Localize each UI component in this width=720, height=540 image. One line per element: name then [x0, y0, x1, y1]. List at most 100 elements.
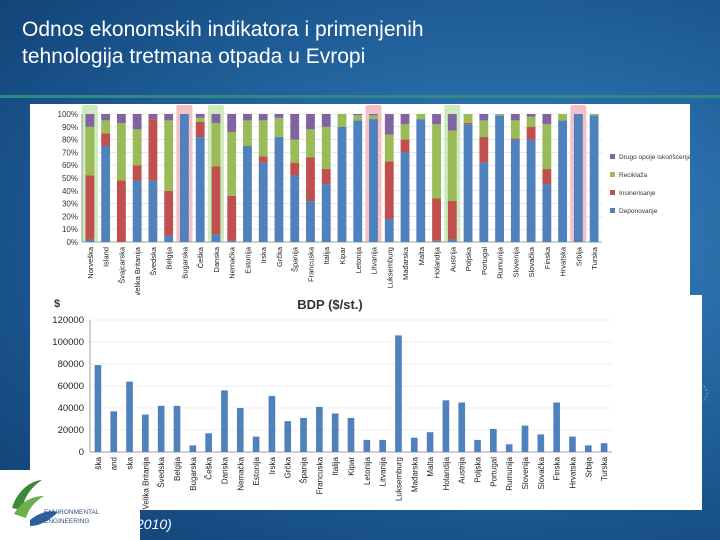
- bar-slovenija-drugo-opcije-iskoriscenja: [510, 114, 520, 121]
- gdp-x-tick-label: Švedska: [157, 456, 166, 487]
- bar-turska-deponovanje: [589, 115, 599, 242]
- bar-irska-drugo-opcije-iskoriscenja: [258, 114, 268, 121]
- x-tick-label: Letonija: [354, 246, 363, 273]
- bar-francuska-reciklaza: [306, 129, 315, 158]
- bar-holandija-deponovanje: [432, 240, 441, 242]
- gdp-bar-bugarska: [189, 445, 197, 452]
- gdp-x-tick-label: Estonija: [252, 456, 261, 485]
- bar-ma-arska-drugo-opcije-iskoriscenja: [400, 114, 410, 125]
- y-tick-label: 50%: [62, 174, 78, 183]
- gdp-x-tick-label: Bugarska: [189, 456, 198, 490]
- bar-kipar-reciklaza: [337, 114, 347, 127]
- gdp-y-tick-label: 40000: [58, 403, 84, 414]
- legend-label-drugo-opcije-iskoriscenja: Drugo opcije iskorišćenja: [619, 154, 690, 161]
- bar-bugarska-deponovanje: [180, 114, 189, 242]
- gdp-y-tick-label: 100000: [52, 337, 84, 348]
- bar-svedska-drugo-opcije-iskoriscenja: [148, 114, 158, 120]
- bar-svajcarska-drugo-opcije-iskoriscenja: [116, 114, 126, 123]
- bar-velika-britanija-deponovanje: [132, 180, 142, 242]
- bar-hrvatska-reciklaza: [558, 114, 568, 121]
- x-tick-label: Rumunija: [496, 246, 505, 279]
- x-tick-label: Kipar: [338, 247, 347, 265]
- bar-luksemburg-reciklaza: [384, 134, 394, 162]
- bar-ma-arska-reciklaza: [400, 124, 410, 140]
- gdp-bar-svajcarska: [126, 381, 133, 452]
- bar-luksemburg-deponovanje: [384, 218, 394, 242]
- gdp-bar-danska: [221, 390, 228, 452]
- bar-slovacka-deponovanje: [526, 139, 536, 242]
- bar-spanija-drugo-opcije-iskoriscenja: [290, 114, 300, 140]
- bar-grcka-reciklaza: [274, 117, 284, 138]
- gdp-y-unit-label: $: [54, 298, 60, 310]
- x-tick-label: Austrija: [448, 246, 457, 272]
- gdp-y-tick-label: 0: [79, 447, 84, 458]
- legend-label-insinerisanje: Insinerisanje: [619, 190, 656, 197]
- gdp-bar-irska: [268, 395, 276, 452]
- y-tick-label: 0%: [66, 238, 78, 247]
- bar-nemacka-insinerisanje: [227, 195, 237, 241]
- bar-grcka-drugo-opcije-iskoriscenja: [274, 114, 284, 118]
- gdp-bar-poljska: [474, 439, 481, 452]
- gdp-y-tick-label: 20000: [58, 425, 84, 436]
- bar-estonija-deponovanje: [243, 146, 252, 242]
- gdp-x-tick-label: Italija: [331, 456, 340, 475]
- bar-island-drugo-opcije-iskoriscenja: [101, 114, 111, 121]
- gdp-x-tick-label: Slovenija: [521, 456, 530, 489]
- slide-title-line2: tehnologija tretmana otpada u Evropi: [22, 45, 366, 68]
- bar-poljska-insinerisanje: [463, 122, 473, 125]
- bar-grcka-deponovanje: [274, 137, 284, 242]
- y-tick-label: 100%: [58, 110, 78, 119]
- y-tick-label: 40%: [62, 187, 78, 196]
- gdp-bar-luksemburg: [395, 335, 402, 452]
- gdp-bar-svedska: [157, 405, 165, 452]
- bar-luksemburg-insinerisanje: [384, 161, 394, 219]
- bar-danska-reciklaza: [211, 122, 221, 167]
- gdp-x-tick-label: Litvanija: [379, 456, 388, 486]
- y-tick-label: 10%: [62, 225, 78, 234]
- y-tick-label: 80%: [62, 136, 78, 145]
- logo: ENVIRONMENTAL ENGINEERING: [0, 470, 140, 540]
- title-divider: [0, 95, 720, 98]
- bar-spanija-deponovanje: [290, 175, 300, 242]
- x-tick-label: Luksemburg: [385, 247, 394, 288]
- gdp-x-tick-label: Rumunija: [505, 456, 514, 490]
- bar-nemacka-reciklaza: [227, 131, 237, 196]
- decorative-swoosh-icon: ◌: [686, 370, 710, 414]
- bar-letonija-drugo-opcije-iskoriscenja: [353, 114, 363, 116]
- gdp-bar-rumunija: [505, 444, 513, 452]
- source-citation: 2010): [136, 516, 172, 532]
- gdp-x-tick-label: Španija: [300, 456, 309, 483]
- bar-irska-reciklaza: [258, 120, 268, 157]
- x-tick-label: Finska: [543, 246, 552, 269]
- bar-slovacka-reciklaza: [526, 116, 536, 127]
- x-tick-label: Hrvatska: [559, 246, 568, 276]
- logo-text-2: ENGINEERING: [44, 518, 90, 525]
- gdp-bar-spanija: [300, 417, 307, 452]
- gdp-bar-estonija: [252, 436, 260, 452]
- gdp-x-tick-label: Finska: [553, 456, 562, 480]
- gdp-bar-slovacka: [537, 434, 545, 452]
- bar-ma-arska-insinerisanje: [400, 139, 410, 153]
- bar-austrija-deponovanje: [447, 239, 457, 242]
- bar-austrija-insinerisanje: [447, 201, 457, 240]
- gdp-bar-turska: [600, 443, 608, 452]
- bar-finska-reciklaza: [542, 124, 552, 170]
- bar-slovenija-deponovanje: [510, 139, 520, 242]
- bar-svajcarska-reciklaza: [116, 122, 126, 181]
- x-tick-label: Nemačka: [228, 246, 237, 279]
- x-tick-label: Srbija: [574, 246, 583, 266]
- bar-francuska-drugo-opcije-iskoriscenja: [306, 114, 315, 130]
- gdp-bar-austrija: [458, 402, 466, 452]
- bar-nemacka-drugo-opcije-iskoriscenja: [227, 114, 237, 132]
- bar-italija-reciklaza: [321, 126, 331, 170]
- x-tick-label: Slovenija: [511, 246, 520, 277]
- gdp-x-tick-label: Holandija: [442, 456, 451, 490]
- gdp-x-tick-label: Portugal: [489, 457, 498, 487]
- slide-title: Odnos ekonomskih indikatora i primenjeni…: [22, 16, 702, 70]
- bar-island-insinerisanje: [101, 133, 111, 146]
- slide-title-line1: Odnos ekonomskih indikatora i primenjeni…: [22, 18, 424, 41]
- bar-srbija-deponovanje: [573, 114, 583, 242]
- bar-finska-deponovanje: [542, 184, 552, 242]
- y-tick-label: 90%: [62, 123, 78, 132]
- gdp-bar-malta: [426, 432, 434, 452]
